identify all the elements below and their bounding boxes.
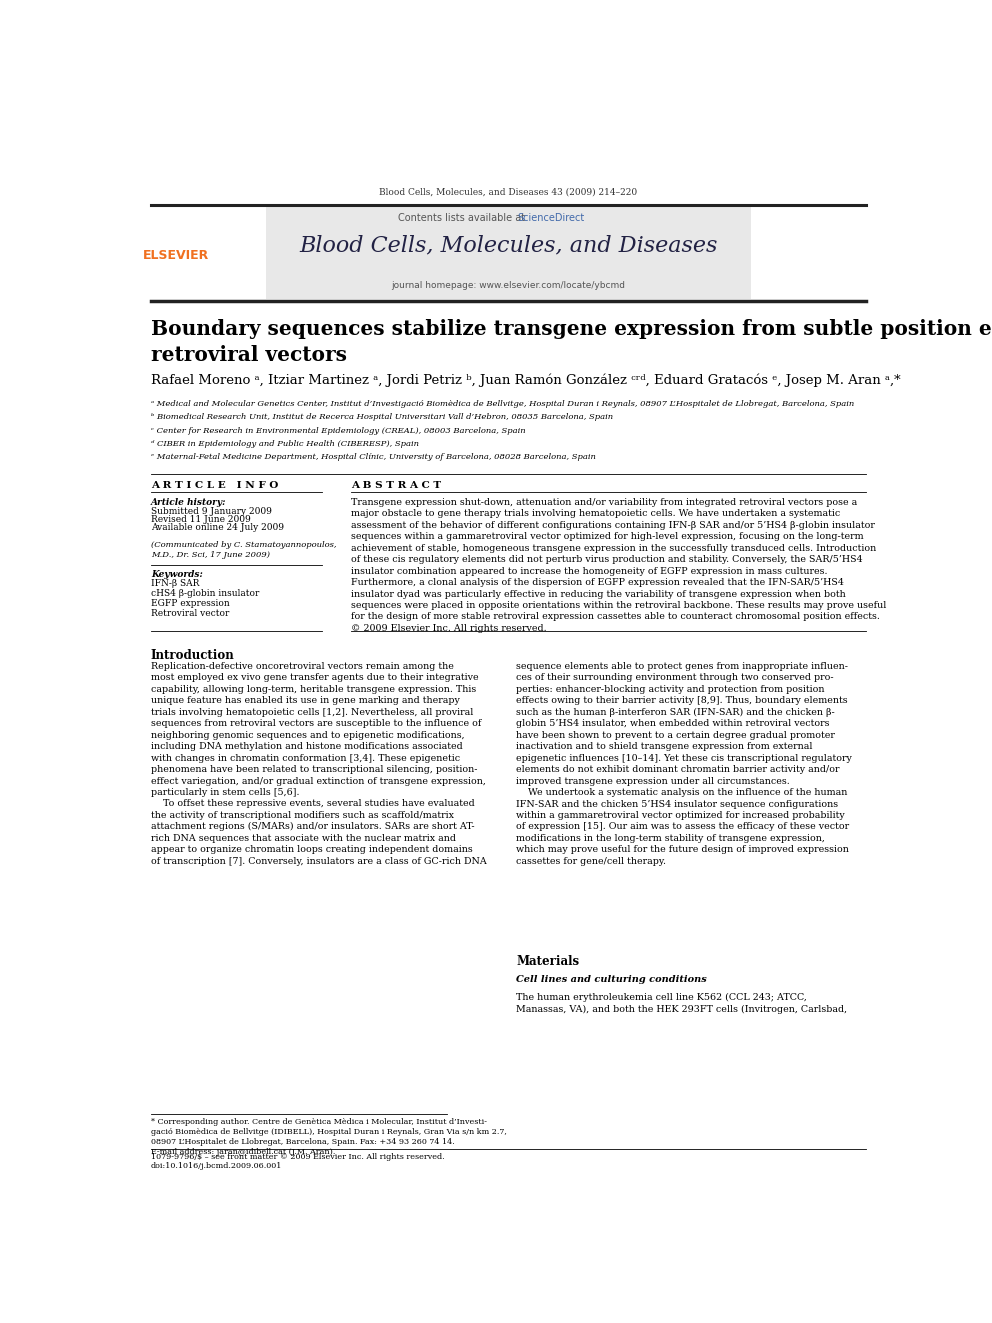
- Text: Available online 24 July 2009: Available online 24 July 2009: [151, 524, 284, 532]
- Text: ᵇ Biomedical Research Unit, Institut de Recerca Hospital Universitari Vall d’Heb: ᵇ Biomedical Research Unit, Institut de …: [151, 413, 613, 422]
- Text: A R T I C L E   I N F O: A R T I C L E I N F O: [151, 480, 279, 490]
- Text: IFN-β SAR: IFN-β SAR: [151, 579, 199, 589]
- Text: ᶜ Center for Research in Environmental Epidemiology (CREAL), 08003 Barcelona, Sp: ᶜ Center for Research in Environmental E…: [151, 427, 526, 435]
- Text: doi:10.1016/j.bcmd.2009.06.001: doi:10.1016/j.bcmd.2009.06.001: [151, 1162, 283, 1170]
- Text: Keywords:: Keywords:: [151, 570, 202, 579]
- Text: Boundary sequences stabilize transgene expression from subtle position effects i: Boundary sequences stabilize transgene e…: [151, 319, 992, 365]
- Text: Rafael Moreno ᵃ, Itziar Martinez ᵃ, Jordi Petriz ᵇ, Juan Ramón González ᶜʳᵈ, Edu: Rafael Moreno ᵃ, Itziar Martinez ᵃ, Jord…: [151, 373, 901, 388]
- Text: ELSEVIER: ELSEVIER: [143, 249, 209, 262]
- Text: Contents lists available at: Contents lists available at: [399, 213, 529, 222]
- Text: The human erythroleukemia cell line K562 (CCL 243; ATCC,
Manassas, VA), and both: The human erythroleukemia cell line K562…: [516, 994, 847, 1013]
- Text: ᵈ CIBER in Epidemiology and Public Health (CIBERESP), Spain: ᵈ CIBER in Epidemiology and Public Healt…: [151, 441, 419, 448]
- Text: A B S T R A C T: A B S T R A C T: [351, 480, 440, 490]
- Text: sequence elements able to protect genes from inappropriate influen-
ces of their: sequence elements able to protect genes …: [516, 662, 852, 865]
- Text: cHS4 β-globin insulator: cHS4 β-globin insulator: [151, 589, 259, 598]
- Text: ᵃ Medical and Molecular Genetics Center, Institut d’Investigació Biomèdica de Be: ᵃ Medical and Molecular Genetics Center,…: [151, 400, 854, 409]
- Text: Cell lines and culturing conditions: Cell lines and culturing conditions: [516, 975, 707, 984]
- FancyBboxPatch shape: [266, 205, 751, 299]
- Text: Blood Cells, Molecules, and Diseases 43 (2009) 214–220: Blood Cells, Molecules, and Diseases 43 …: [379, 188, 638, 196]
- Text: journal homepage: www.elsevier.com/locate/ybcmd: journal homepage: www.elsevier.com/locat…: [392, 280, 625, 290]
- Text: ScienceDirect: ScienceDirect: [518, 213, 585, 222]
- Text: Submitted 9 January 2009: Submitted 9 January 2009: [151, 507, 272, 516]
- Text: Blood Cells, Molecules, and Diseases: Blood Cells, Molecules, and Diseases: [300, 234, 717, 257]
- Text: Article history:: Article history:: [151, 497, 226, 507]
- Text: (Communicated by C. Stamatoyannopoulos,
M.D., Dr. Sci, 17 June 2009): (Communicated by C. Stamatoyannopoulos, …: [151, 541, 336, 560]
- Text: Introduction: Introduction: [151, 648, 235, 662]
- Text: Retroviral vector: Retroviral vector: [151, 609, 229, 618]
- Text: EGFP expression: EGFP expression: [151, 599, 230, 607]
- Text: ᵉ Maternal-Fetal Medicine Department, Hospital Clínic, University of Barcelona, : ᵉ Maternal-Fetal Medicine Department, Ho…: [151, 454, 596, 462]
- Text: Materials: Materials: [516, 955, 579, 968]
- Text: Transgene expression shut-down, attenuation and/or variability from integrated r: Transgene expression shut-down, attenuat…: [351, 497, 886, 632]
- Text: 1079-9796/$ – see front matter © 2009 Elsevier Inc. All rights reserved.: 1079-9796/$ – see front matter © 2009 El…: [151, 1154, 444, 1162]
- Text: Replication-defective oncoretroviral vectors remain among the
most employed ex v: Replication-defective oncoretroviral vec…: [151, 662, 487, 865]
- Text: Revised 11 June 2009: Revised 11 June 2009: [151, 515, 251, 524]
- Text: * Corresponding author. Centre de Genètica Mèdica i Molecular, Institut d’Invest: * Corresponding author. Centre de Genèti…: [151, 1118, 507, 1156]
